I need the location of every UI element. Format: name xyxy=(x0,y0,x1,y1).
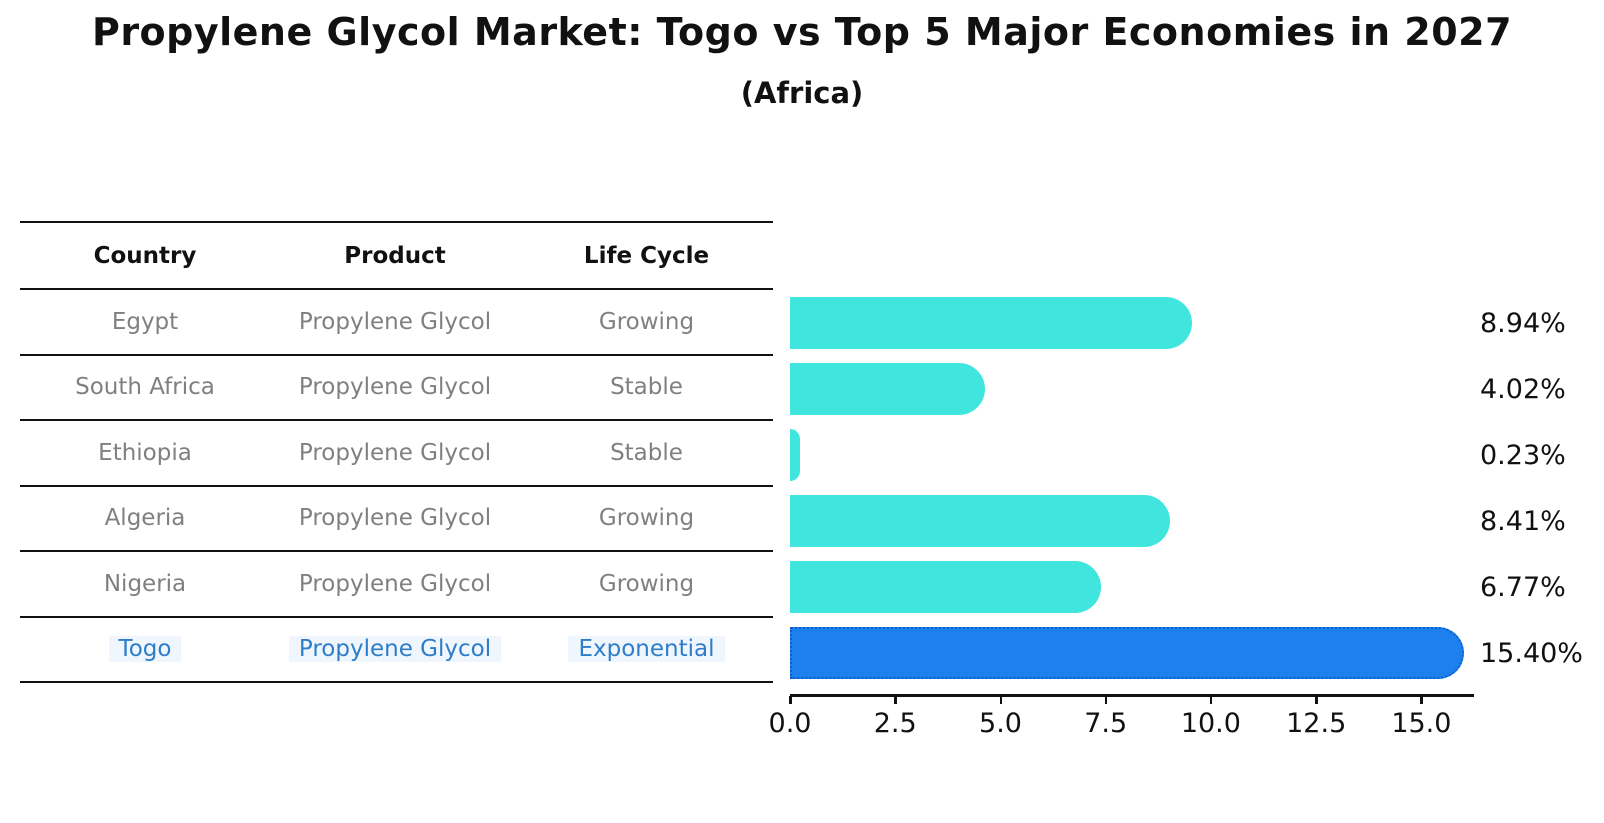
table-row-algeria: Algeria Propylene Glycol Growing xyxy=(20,487,773,552)
x-axis-tick-label: 7.5 xyxy=(1084,708,1128,739)
x-axis-tick-label: 12.5 xyxy=(1286,708,1347,739)
x-axis-tick-label: 2.5 xyxy=(873,708,917,739)
togo-life-cycle-label: Exponential xyxy=(568,636,725,663)
bar-ethiopia xyxy=(790,429,800,481)
life-cycle-cell: Growing xyxy=(598,570,695,597)
country-cell: Nigeria xyxy=(103,570,187,597)
togo-country-label: Togo xyxy=(108,636,182,663)
country-cell: Egypt xyxy=(111,308,179,335)
product-cell: Propylene Glycol xyxy=(298,308,492,335)
value-label-south-africa: 4.02% xyxy=(1480,373,1566,405)
tick-mark xyxy=(1209,696,1213,704)
value-label-togo: 15.40% xyxy=(1480,637,1583,669)
bar-togo xyxy=(790,627,1465,679)
tick-mark xyxy=(1315,696,1318,704)
life-cycle-cell: Exponential xyxy=(520,636,773,663)
bar-row xyxy=(790,290,1474,356)
value-label-algeria: 8.41% xyxy=(1480,505,1566,537)
tick-mark xyxy=(894,696,897,704)
x-axis-tick-label: 5.0 xyxy=(979,708,1022,739)
page-title: Propylene Glycol Market: Togo vs Top 5 M… xyxy=(91,10,1513,54)
page-subtitle: (Africa) xyxy=(740,76,864,110)
product-cell: Propylene Glycol xyxy=(298,505,492,532)
bar-south-africa xyxy=(790,363,986,415)
table-row-egypt: Egypt Propylene Glycol Growing xyxy=(20,290,773,356)
comparison-table: Country Product Life Cycle Egypt Propyle… xyxy=(20,221,773,683)
life-cycle-cell: Growing xyxy=(598,505,695,532)
bar-row xyxy=(790,620,1474,686)
bar-chart xyxy=(790,290,1474,686)
value-label-ethiopia: 0.23% xyxy=(1480,439,1566,471)
bar-algeria xyxy=(790,495,1170,547)
bar-row xyxy=(790,356,1474,422)
life-cycle-cell: Stable xyxy=(610,374,683,401)
bar-nigeria xyxy=(790,561,1101,613)
product-cell: Propylene Glycol xyxy=(270,636,520,663)
x-axis: 0.0 2.5 5.0 7.5 10.0 12.5 15.0 xyxy=(769,694,1474,744)
table-header-row: Country Product Life Cycle xyxy=(20,223,773,290)
table-row-nigeria: Nigeria Propylene Glycol Growing xyxy=(20,552,773,618)
tick-mark xyxy=(1420,696,1423,704)
x-axis-line xyxy=(790,694,1474,697)
x-axis-tick-label: 0.0 xyxy=(768,708,812,739)
tick-mark xyxy=(789,696,792,704)
value-label-column: 8.94% 4.02% 0.23% 8.41% 6.77% 15.40% xyxy=(1480,290,1604,686)
life-cycle-cell: Stable xyxy=(610,439,683,466)
value-label-nigeria: 6.77% xyxy=(1480,571,1566,603)
country-cell: Algeria xyxy=(104,505,186,532)
tick-mark xyxy=(999,696,1002,704)
table-row-south-africa: South Africa Propylene Glycol Stable xyxy=(20,356,773,421)
table-row-ethiopia: Ethiopia Propylene Glycol Stable xyxy=(20,421,773,487)
product-cell: Propylene Glycol xyxy=(298,570,492,597)
bar-row xyxy=(790,554,1474,620)
table-header-country: Country xyxy=(93,242,197,269)
country-cell: Ethiopia xyxy=(98,439,192,466)
tick-mark xyxy=(1104,696,1108,704)
bar-row xyxy=(790,422,1474,488)
x-axis-tick-label: 10.0 xyxy=(1180,708,1241,739)
bar-row xyxy=(790,488,1474,554)
bar-egypt xyxy=(790,297,1193,349)
x-axis-tick-label: 15.0 xyxy=(1391,708,1452,739)
life-cycle-cell: Growing xyxy=(598,308,695,335)
togo-product-label: Propylene Glycol xyxy=(288,636,502,663)
country-cell: South Africa xyxy=(75,374,215,401)
product-cell: Propylene Glycol xyxy=(298,374,492,401)
table-row-togo: Togo Propylene Glycol Exponential xyxy=(20,618,773,683)
product-cell: Propylene Glycol xyxy=(298,439,492,466)
table-header-product: Product xyxy=(344,242,446,269)
country-cell: Togo xyxy=(20,636,270,663)
table-header-life-cycle: Life Cycle xyxy=(583,242,710,269)
value-label-egypt: 8.94% xyxy=(1480,307,1566,339)
